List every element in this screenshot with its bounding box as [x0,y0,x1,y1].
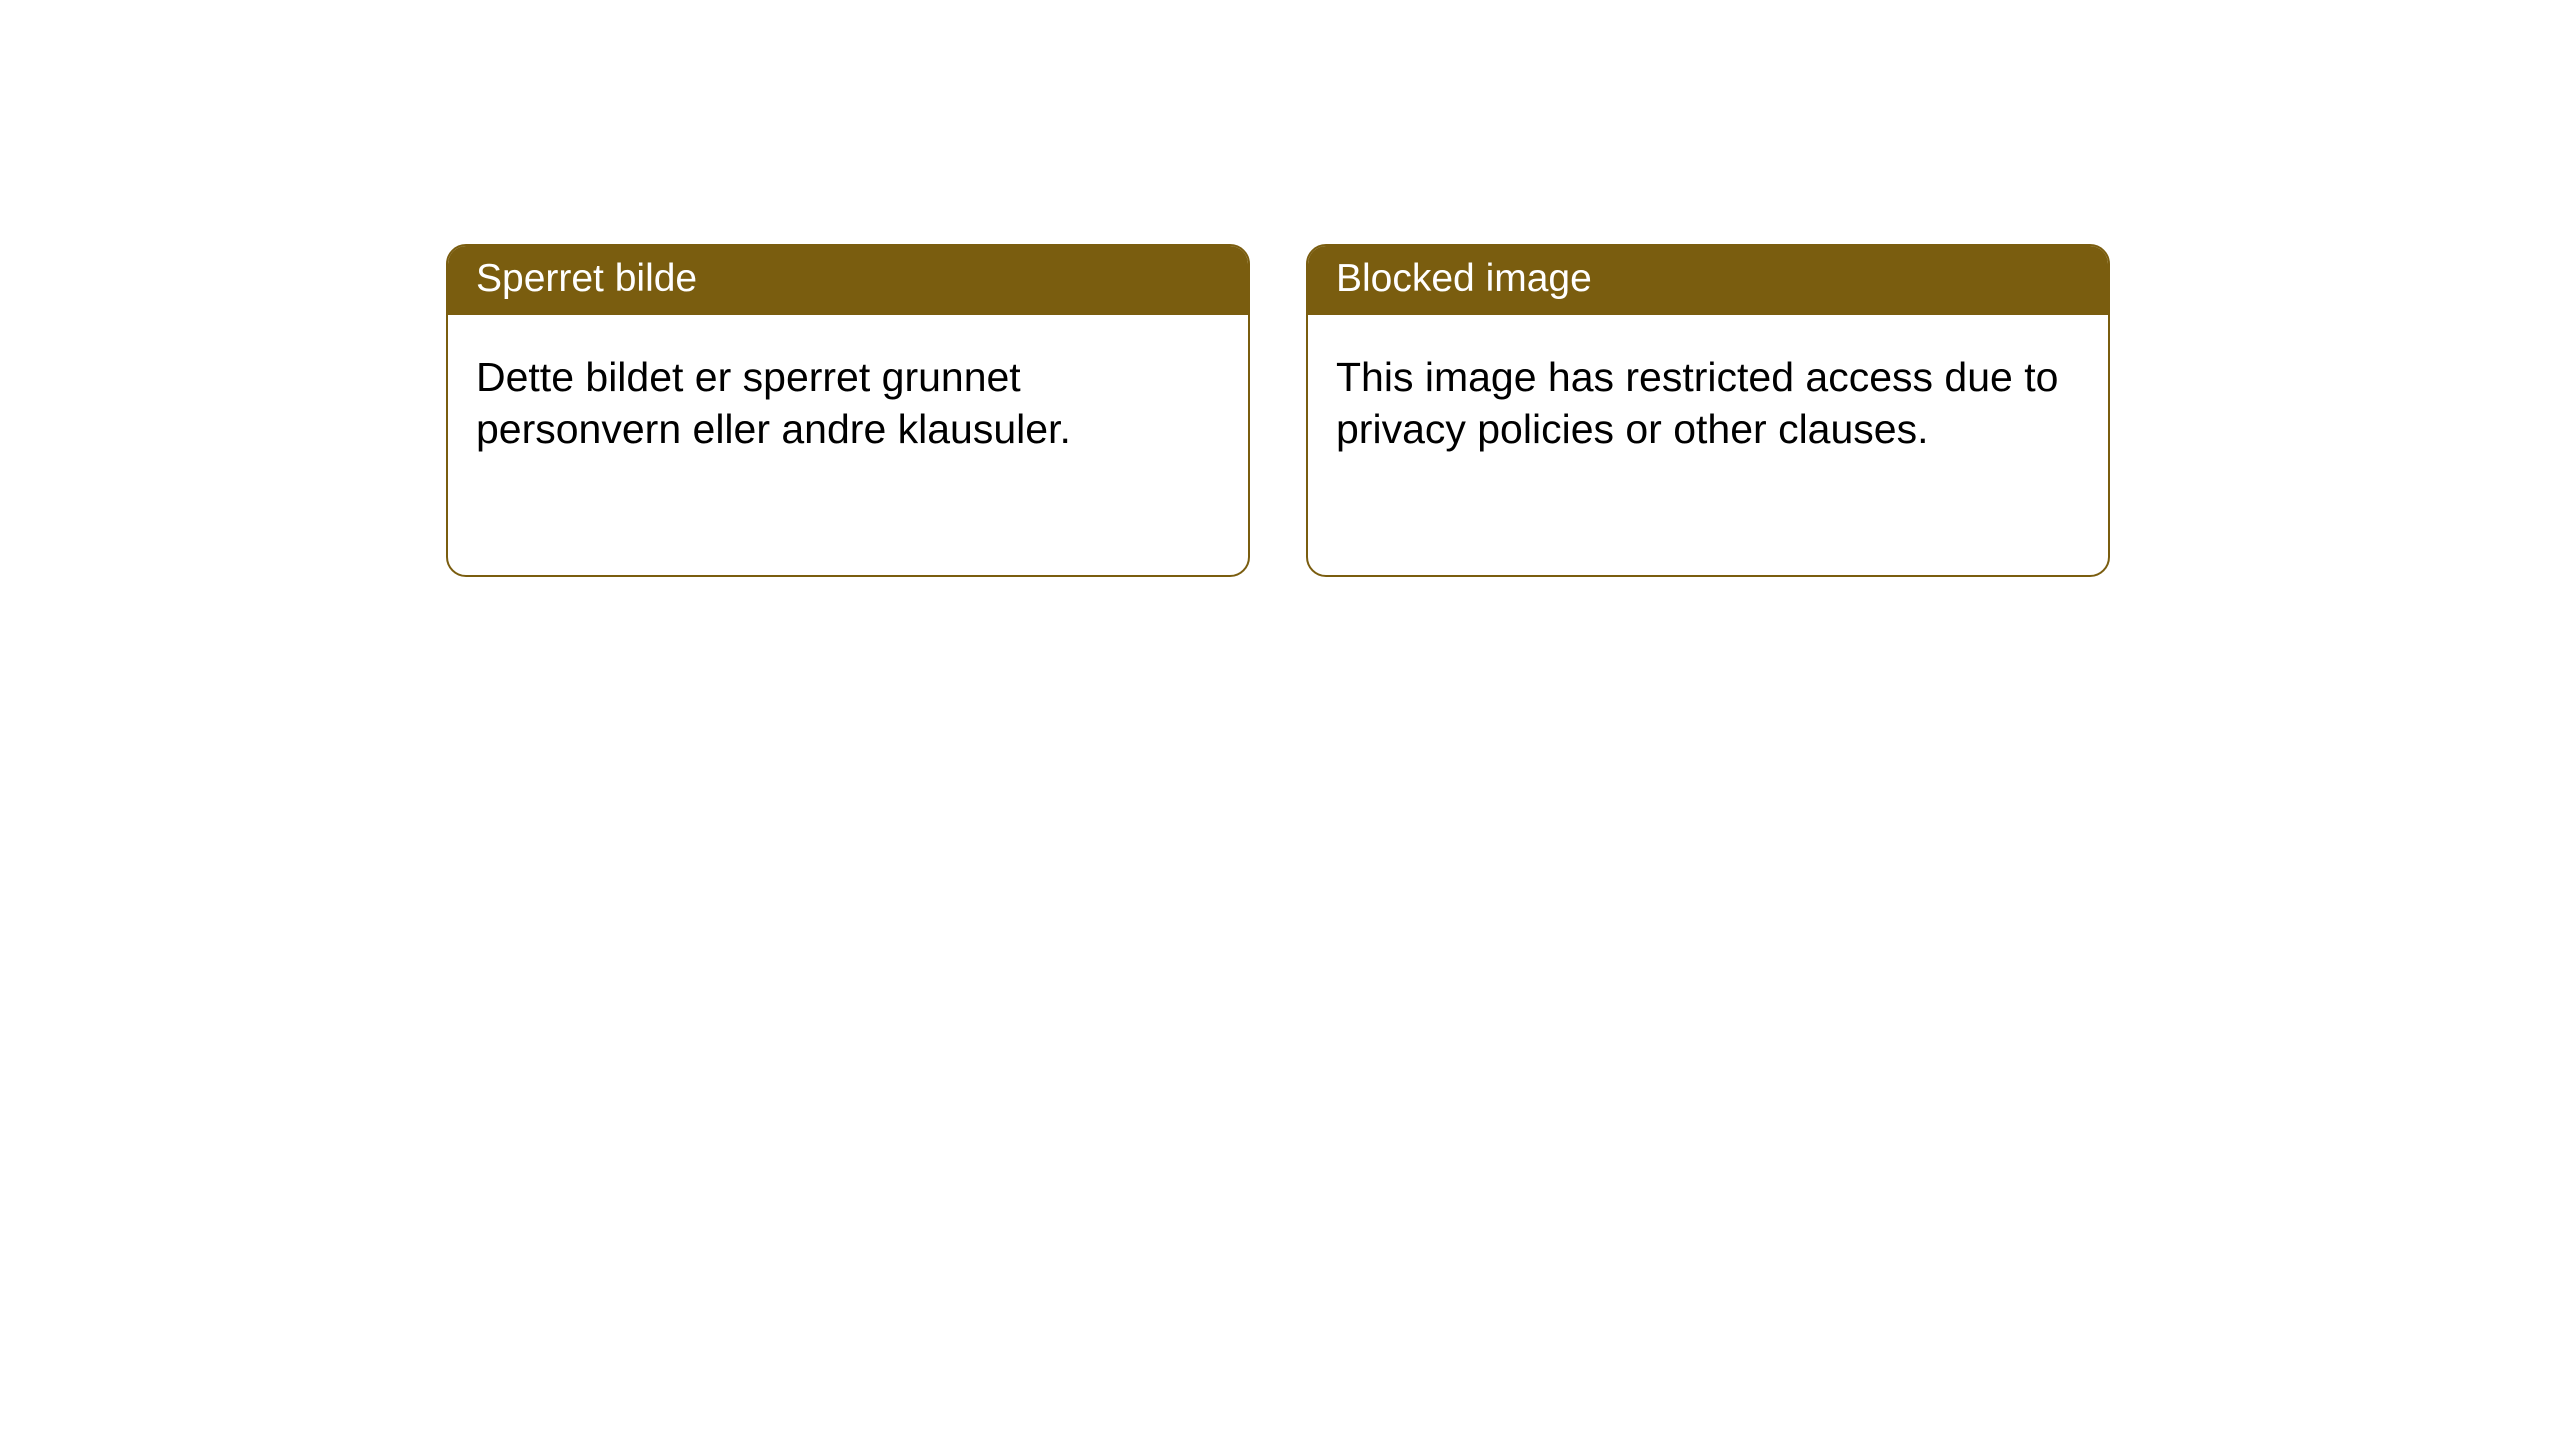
notice-container: Sperret bilde Dette bildet er sperret gr… [0,0,2560,577]
blocked-image-card-en: Blocked image This image has restricted … [1306,244,2110,577]
card-body-no: Dette bildet er sperret grunnet personve… [448,315,1248,483]
card-title-en: Blocked image [1308,246,2108,315]
card-title-no: Sperret bilde [448,246,1248,315]
card-body-en: This image has restricted access due to … [1308,315,2108,483]
blocked-image-card-no: Sperret bilde Dette bildet er sperret gr… [446,244,1250,577]
